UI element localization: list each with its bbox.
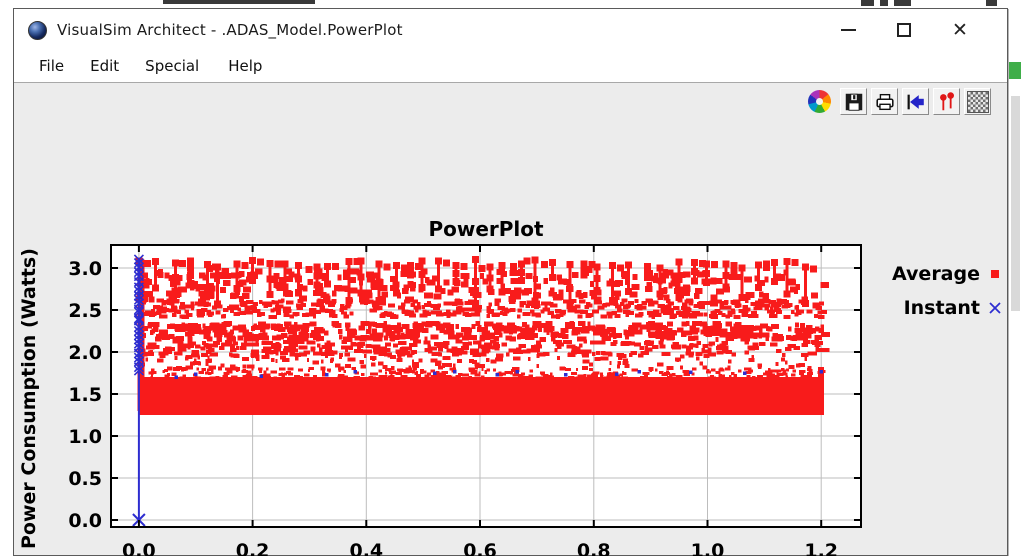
svg-text:1.0: 1.0: [691, 540, 725, 556]
visualsim-plot-window: VisualSim Architect - .ADAS_Model.PowerP…: [13, 8, 1008, 556]
legend-label-instant: Instant: [903, 297, 980, 319]
title-bar[interactable]: VisualSim Architect - .ADAS_Model.PowerP…: [14, 9, 1007, 51]
svg-text:0.0: 0.0: [68, 510, 102, 532]
svg-text:1.2: 1.2: [804, 540, 838, 556]
background-window-edge: [163, 0, 315, 4]
instant-cross-marker-icon: [986, 300, 1004, 316]
legend-item-average: Average: [866, 263, 1004, 285]
print-icon: [875, 93, 894, 110]
dither-grid-icon: [966, 90, 989, 113]
print-button[interactable]: [871, 88, 898, 115]
close-icon: ✕: [952, 18, 968, 41]
svg-text:0.2: 0.2: [236, 540, 270, 556]
sample-plot-icon: [939, 91, 954, 110]
svg-text:0.4: 0.4: [349, 540, 383, 556]
svg-text:2.0: 2.0: [68, 342, 102, 364]
plot-title: PowerPlot: [428, 217, 544, 241]
menu-help[interactable]: Help: [228, 56, 263, 75]
menu-special[interactable]: Special: [145, 56, 200, 75]
fill-plot-icon: [907, 94, 924, 109]
plot-canvas[interactable]: 0.0 0.2 0.4 0.6 0.8 1.0 1.2 0.0 0.5 1.0 1.5 2.0 2.5 3…: [54, 237, 884, 556]
plot-legend: Average Instant: [866, 263, 1004, 331]
color-palette-icon: [808, 90, 831, 113]
minimize-icon: [840, 29, 856, 31]
background-glyph-remnant: [986, 0, 997, 6]
svg-text:1.0: 1.0: [68, 426, 102, 448]
save-icon: [845, 93, 862, 111]
average-square-marker-icon: [986, 266, 1004, 282]
background-glyph-remnant: [861, 0, 874, 6]
svg-text:0.0: 0.0: [122, 540, 156, 556]
maximize-icon: [897, 23, 911, 37]
legend-item-instant: Instant: [866, 297, 1004, 319]
dither-grid-button[interactable]: [964, 88, 991, 115]
svg-text:0.8: 0.8: [577, 540, 611, 556]
window-title: VisualSim Architect - .ADAS_Model.PowerP…: [57, 21, 403, 39]
background-glyph-remnant: [894, 0, 911, 6]
maximize-button[interactable]: [887, 15, 921, 45]
menu-file[interactable]: File: [39, 56, 65, 75]
app-globe-icon: [28, 20, 47, 40]
minimize-button[interactable]: [831, 15, 865, 45]
svg-text:0.6: 0.6: [463, 540, 497, 556]
plot-toolbar: [808, 88, 991, 115]
svg-text:0.5: 0.5: [68, 468, 102, 490]
save-button[interactable]: [840, 88, 867, 115]
plot-panel: PowerPlot Power Consumption (Watts) 0.0 0…: [14, 85, 1007, 556]
legend-label-average: Average: [892, 263, 980, 285]
close-button[interactable]: ✕: [943, 15, 977, 45]
svg-text:2.5: 2.5: [68, 300, 102, 322]
fill-plot-button[interactable]: [902, 88, 929, 115]
svg-text:3.0: 3.0: [68, 258, 102, 280]
background-glyph-remnant: [880, 0, 888, 6]
sample-plot-button[interactable]: [933, 88, 960, 115]
background-scrollbar-sliver: [1011, 96, 1020, 311]
background-app-icon: [1007, 62, 1021, 79]
menu-bar: File Edit Special Help: [14, 51, 1007, 83]
svg-text:1.5: 1.5: [68, 384, 102, 406]
y-axis-label: Power Consumption (Watts): [18, 248, 40, 550]
menu-edit[interactable]: Edit: [90, 56, 120, 75]
